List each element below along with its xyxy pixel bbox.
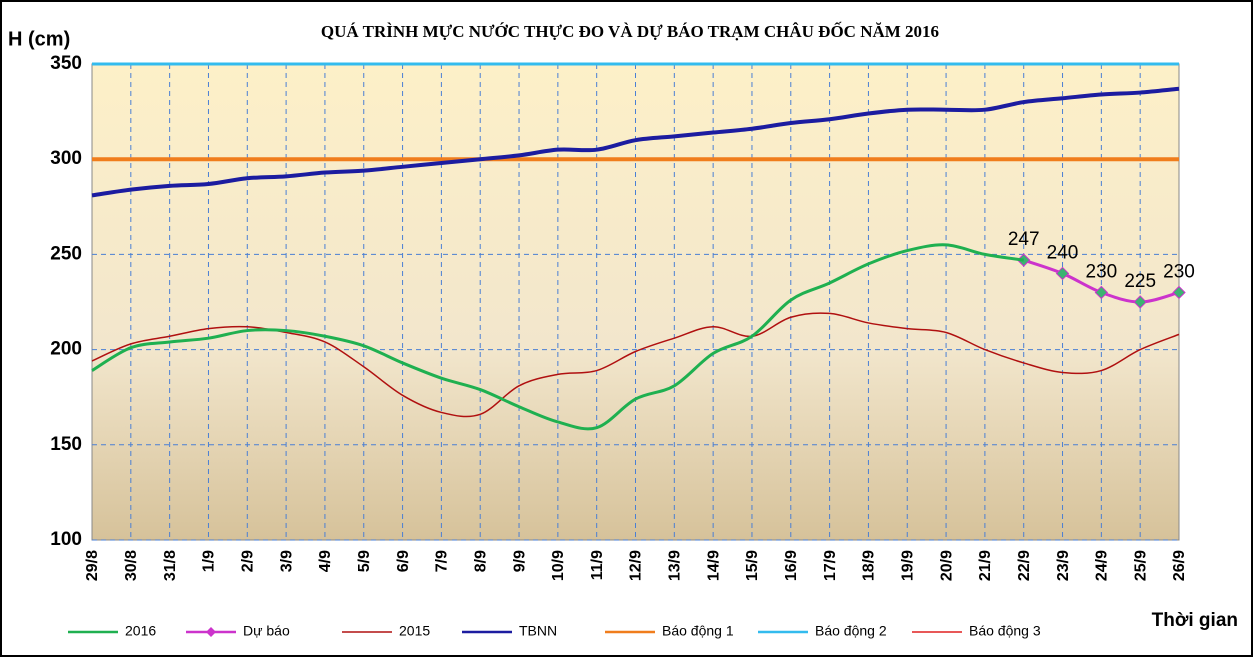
y-tick-label: 300 — [50, 148, 82, 169]
x-tick-label: 13/9 — [667, 550, 684, 581]
legend-label: Báo động 1 — [662, 623, 734, 639]
y-tick-label: 150 — [50, 434, 82, 455]
x-tick-label: 10/9 — [550, 550, 567, 581]
chart-title: QUÁ TRÌNH MỰC NƯỚC THỰC ĐO VÀ DỰ BÁO TRẠ… — [321, 21, 939, 41]
series-line — [91, 86, 1180, 198]
x-tick-label: 20/9 — [938, 550, 955, 581]
y-tick-label: 350 — [50, 53, 82, 74]
point-marker — [1133, 295, 1147, 309]
y-tick-label: 200 — [50, 339, 82, 360]
x-tick-label: 22/9 — [1016, 550, 1033, 581]
x-tick-label: 4/9 — [317, 550, 334, 572]
x-tick-label: 29/8 — [84, 550, 101, 581]
point-marker — [1094, 285, 1109, 300]
x-tick-label: 12/9 — [628, 550, 645, 581]
point-marker — [1055, 266, 1070, 281]
x-tick-label: 26/9 — [1171, 550, 1188, 581]
series-line — [91, 243, 1024, 431]
data-label: 225 — [1124, 271, 1156, 292]
x-tick-label: 30/8 — [123, 550, 140, 581]
x-tick-label: 19/9 — [899, 550, 916, 581]
x-tick-label: 9/9 — [511, 550, 528, 572]
x-tick-label: 25/9 — [1132, 550, 1149, 581]
x-tick-label: 14/9 — [705, 550, 722, 581]
y-axis-label: H (cm) — [8, 28, 70, 50]
data-label: 230 — [1163, 261, 1195, 282]
legend-label: Báo động 3 — [969, 623, 1041, 639]
x-tick-label: 6/9 — [395, 550, 412, 572]
x-tick-label: 7/9 — [434, 550, 451, 572]
x-tick-label: 5/9 — [356, 550, 373, 572]
x-tick-label: 15/9 — [744, 550, 761, 581]
x-tick-label: 31/8 — [162, 550, 179, 581]
legend-label: 2015 — [399, 623, 430, 639]
point-marker — [1172, 285, 1186, 300]
x-tick-label: 24/9 — [1094, 550, 1111, 581]
x-tick-label: 16/9 — [783, 550, 800, 581]
x-tick-label: 17/9 — [822, 550, 839, 581]
x-tick-label: 3/9 — [278, 550, 295, 572]
y-tick-label: 100 — [50, 529, 82, 550]
legend-label: Dự báo — [243, 623, 290, 639]
legend-label: TBNN — [519, 623, 557, 639]
x-tick-label: 23/9 — [1055, 550, 1072, 581]
data-label: 230 — [1086, 261, 1118, 282]
legend-marker — [206, 627, 216, 637]
x-tick-label: 2/9 — [240, 550, 257, 572]
x-tick-label: 8/9 — [472, 550, 489, 572]
y-tick-label: 250 — [50, 243, 82, 264]
legend-label: Báo động 2 — [815, 623, 887, 639]
x-tick-label: 11/9 — [589, 550, 606, 580]
data-label: 240 — [1047, 242, 1079, 263]
x-tick-label: 21/9 — [977, 550, 994, 581]
data-label: 247 — [1008, 229, 1040, 250]
legend-label: 2016 — [125, 623, 156, 639]
x-axis-label: Thời gian — [1152, 610, 1238, 631]
x-tick-label: 1/9 — [201, 550, 218, 572]
x-tick-label: 18/9 — [861, 550, 878, 581]
